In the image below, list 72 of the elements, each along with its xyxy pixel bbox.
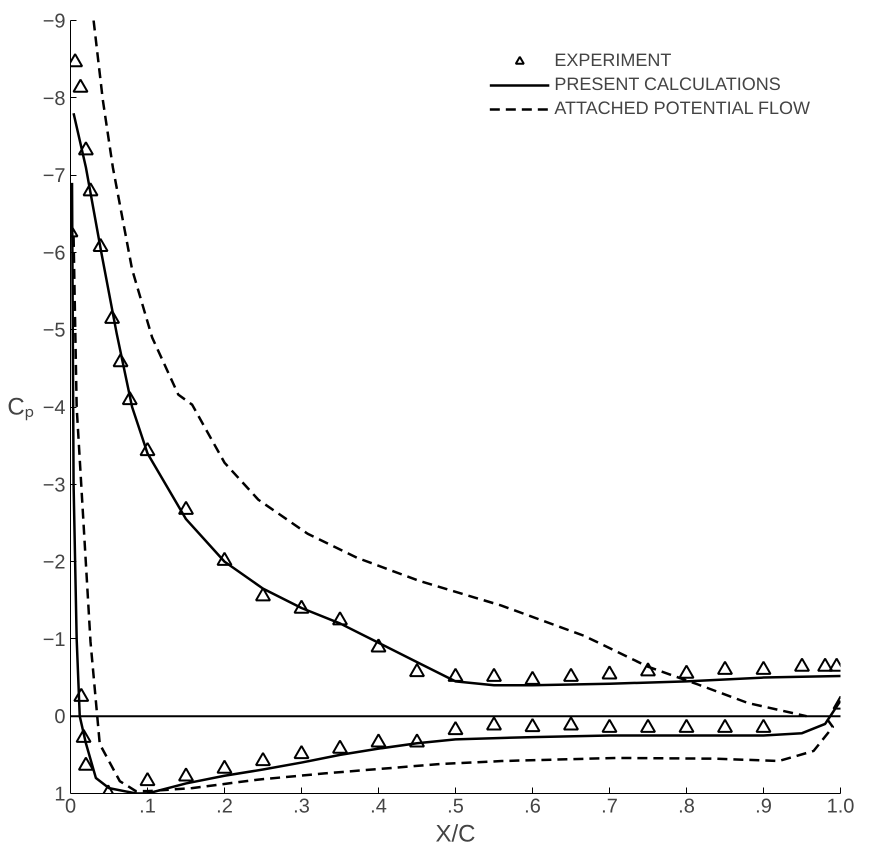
- y-tick-label: −7: [42, 165, 66, 188]
- x-tick-label: .2: [216, 796, 233, 818]
- x-tick-label: .5: [447, 796, 464, 818]
- x-tick-label: .9: [755, 796, 772, 818]
- point: [717, 718, 733, 733]
- point: [678, 718, 694, 733]
- point: [255, 752, 271, 766]
- point: [140, 442, 156, 456]
- y-tick-label: −2: [42, 552, 66, 574]
- y-tick-label: 1: [54, 784, 66, 806]
- point: [370, 638, 386, 652]
- point: [486, 668, 502, 682]
- point: [524, 718, 540, 732]
- point: [409, 733, 425, 748]
- point: [448, 721, 464, 736]
- point: [178, 767, 194, 782]
- x-axis-title: X/C: [435, 820, 476, 848]
- x-tick-label: .1: [139, 796, 156, 818]
- point: [294, 600, 310, 614]
- y-tick-label: 0: [54, 706, 66, 728]
- point: [794, 658, 810, 672]
- point: [409, 663, 425, 678]
- x-tick-label: .8: [678, 796, 695, 818]
- point: [82, 182, 99, 196]
- point: [524, 670, 540, 685]
- y-tick-label: −4: [42, 397, 66, 419]
- point: [76, 728, 92, 743]
- y-tick-label: −3: [42, 474, 66, 496]
- point: [332, 611, 348, 626]
- point: [72, 78, 89, 93]
- y-tick-label: −8: [42, 88, 66, 110]
- point: [92, 238, 109, 252]
- y-tick-label: −1: [42, 628, 66, 651]
- point: [78, 141, 94, 156]
- y-tick-label: −5: [42, 320, 66, 342]
- point: [640, 662, 656, 676]
- x-tick-label: .6: [524, 796, 541, 818]
- point: [563, 716, 579, 731]
- x-tick-label: .4: [370, 796, 387, 818]
- point: [678, 664, 694, 679]
- point: [448, 668, 464, 682]
- y-tick-label: −6: [42, 242, 66, 264]
- point: [640, 718, 656, 733]
- point: [756, 718, 772, 733]
- x-tick-label: .7: [601, 796, 618, 818]
- point: [73, 688, 90, 702]
- y-tick-label: −9: [42, 10, 66, 32]
- point: [112, 353, 129, 368]
- point: [717, 660, 733, 675]
- point: [178, 500, 194, 515]
- point: [294, 744, 310, 760]
- point: [216, 760, 232, 774]
- point: [122, 390, 138, 406]
- point: [756, 660, 772, 675]
- legend-label: EXPERIMENT: [554, 50, 672, 71]
- legend-label: PRESENT CALCULATIONS: [554, 74, 781, 95]
- legend-label: ATTACHED POTENTIAL FLOW: [554, 98, 810, 119]
- point: [602, 718, 618, 733]
- point: [104, 310, 120, 324]
- x-tick-label: 1.0: [826, 796, 854, 818]
- point: [216, 552, 232, 566]
- point: [255, 587, 271, 602]
- point: [332, 740, 348, 754]
- x-tick-label: .3: [293, 796, 310, 818]
- point: [78, 756, 94, 771]
- point: [486, 716, 502, 731]
- y-axis-title: Cₚ: [7, 394, 35, 420]
- point: [602, 665, 618, 680]
- point: [817, 658, 834, 672]
- point: [140, 772, 156, 786]
- point: [370, 733, 386, 748]
- point: [563, 668, 579, 682]
